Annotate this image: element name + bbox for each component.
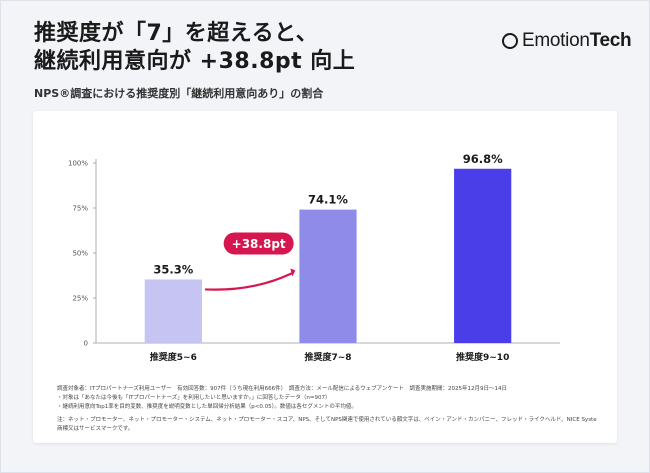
bar <box>144 279 202 343</box>
bars-group: 35.3% 推奨度5~6 74.1% 推奨度7~8 96.8% 推奨度9~10 <box>144 152 512 363</box>
note-line-4: 注：ネット・プロモーター、ネット・プロモーター・システム、ネット・プロモーター・… <box>57 417 597 423</box>
emotiontech-logo: EmotionTech <box>502 29 632 53</box>
y-tick-label: 50% <box>72 250 88 258</box>
y-tick-label: 0 <box>84 340 88 348</box>
logo-text-bold: Tech <box>589 30 632 51</box>
bar <box>454 168 512 343</box>
logo-wordmark: EmotionTech <box>522 30 632 52</box>
footnotes: 調査対象者：ITプロパートナーズ利用ユーザー 有効回答数：907件（うち現在利用… <box>57 385 597 434</box>
y-tick-label: 25% <box>72 295 88 303</box>
delta-arrow-line <box>204 272 293 291</box>
x-category-label: 推奨度9~10 <box>456 351 509 363</box>
note-line-1: 調査対象者：ITプロパートナーズ利用ユーザー 有効回答数：907件（うち現在利用… <box>57 386 507 392</box>
logo-ring-icon <box>502 33 518 49</box>
y-axis: 0 25% 50% 75% 100% <box>68 159 97 348</box>
bar-value-label: 74.1% <box>308 193 348 207</box>
bar-value-label: 96.8% <box>463 152 503 166</box>
arrowhead-icon <box>290 268 296 277</box>
x-category-label: 推奨度7~8 <box>304 351 351 363</box>
bar <box>299 209 357 343</box>
title-line-1: 推奨度が「7」を超えると、 <box>34 21 319 46</box>
y-tick-label: 100% <box>68 160 88 168</box>
y-tick-label: 75% <box>72 205 88 213</box>
logo-text-light: Emotion <box>522 30 590 51</box>
title-line-2: 継続利用意向が +38.8pt 向上 <box>34 49 356 74</box>
note-line-5: 商標又はサービスマークです。 <box>57 426 134 432</box>
bar-value-label: 35.3% <box>153 262 193 276</box>
note-line-2: ・対象は「あなたは今後も「ITプロパートナーズ」を利用したいと思いますか。」に回… <box>57 395 331 401</box>
note-line-3: ・継続利用意向Top1率を目的変数、推奨度を説明変数とした単回帰分析結果（p<0… <box>57 404 357 410</box>
delta-pill <box>223 232 294 255</box>
page-subtitle: NPS®調査における推奨度別「継続利用意向あり」の割合 <box>34 87 324 100</box>
page-title: 推奨度が「7」を超えると、 継続利用意向が +38.8pt 向上 <box>34 20 355 76</box>
x-category-label: 推奨度5~6 <box>150 351 197 363</box>
delta-label: +38.8pt <box>232 237 286 251</box>
delta-annotation: +38.8pt <box>204 232 296 291</box>
